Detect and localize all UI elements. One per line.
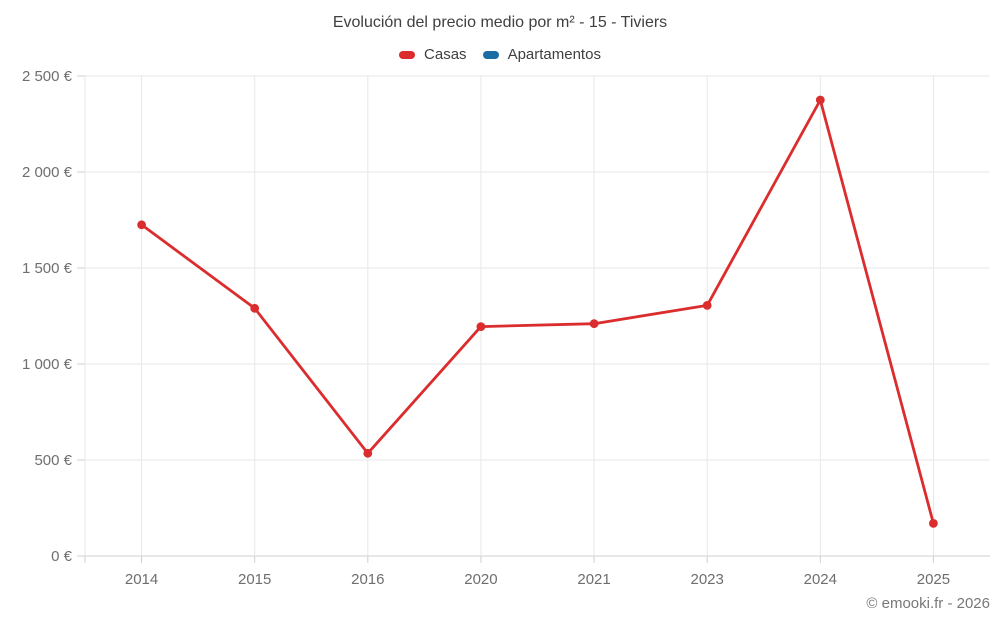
series-line-casas (140, 98, 935, 525)
x-tick-label: 2024 (804, 571, 837, 588)
x-tick-label: 2015 (238, 571, 271, 588)
x-tick-label: 2021 (577, 571, 610, 588)
y-tick-label: 2 000 € (22, 164, 73, 181)
y-tick-label: 1 500 € (22, 260, 73, 277)
data-point-casas-2023[interactable] (702, 301, 712, 310)
legend-swatch-icon (482, 50, 499, 59)
data-point-casas-2021[interactable] (589, 319, 599, 329)
legend-item-casas[interactable]: Casas (399, 46, 467, 63)
legend-label: Apartamentos (507, 46, 601, 63)
data-point-casas-2016[interactable] (363, 448, 373, 458)
y-tick-label: 0 € (51, 548, 73, 565)
data-point-casas-2015[interactable] (250, 303, 260, 313)
data-point-casas-2020[interactable] (476, 322, 486, 331)
y-tick-label: 2 500 € (22, 68, 73, 85)
footer-credit: © emooki.fr - 2026 (866, 595, 990, 612)
y-tick-label: 500 € (34, 452, 72, 469)
data-point-casas-2014[interactable] (137, 220, 147, 230)
chart-title: Evolución del precio medio por m² - 15 -… (332, 14, 668, 31)
x-tick-label: 2023 (691, 571, 724, 588)
x-tick-label: 2020 (464, 571, 497, 588)
legend-item-apartamentos[interactable]: Apartamentos (482, 46, 601, 63)
legend-swatch-icon (399, 50, 416, 59)
x-tick-label: 2016 (351, 571, 384, 588)
x-tick-label: 2014 (125, 571, 158, 588)
y-tick-label: 1 000 € (22, 356, 73, 373)
legend-label: Casas (424, 46, 467, 63)
legend: Casas Apartamentos (0, 46, 1000, 63)
data-point-casas-2024[interactable] (815, 95, 825, 105)
x-tick-label: 2025 (917, 571, 950, 588)
data-point-casas-2025[interactable] (929, 519, 938, 528)
